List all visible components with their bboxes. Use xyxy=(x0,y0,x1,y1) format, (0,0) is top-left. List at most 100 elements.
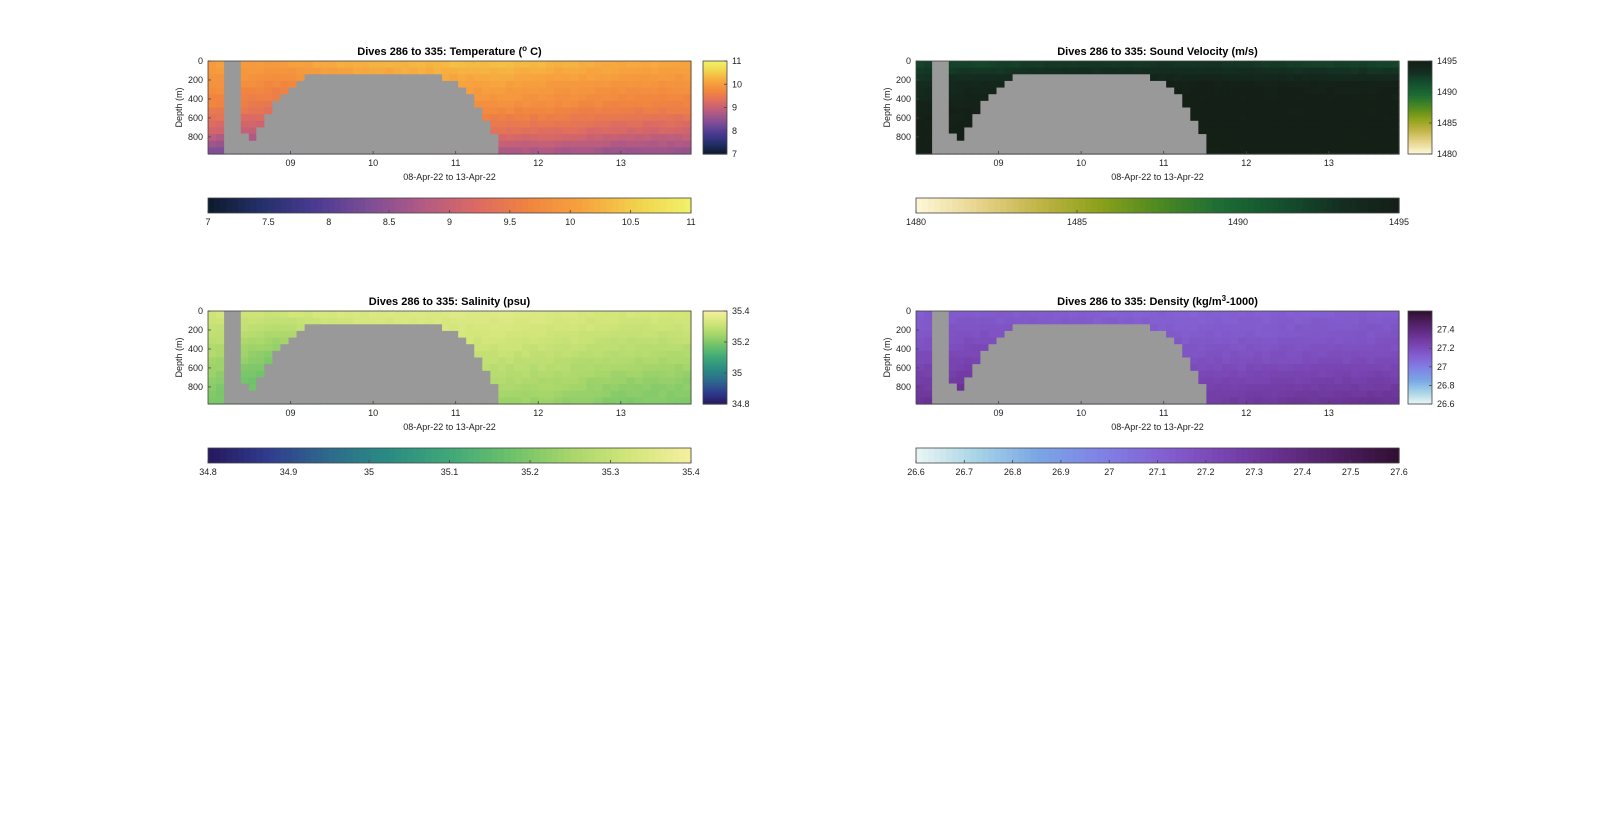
heatmap-cell xyxy=(1254,87,1263,95)
missing-data-cell xyxy=(433,324,443,405)
heatmap-cell xyxy=(578,127,587,135)
missing-data-cell xyxy=(1181,357,1191,405)
heatmap-cell xyxy=(916,94,925,102)
heatmap-cell xyxy=(449,74,459,82)
colorbar-swatch xyxy=(1248,198,1255,213)
colorbar-swatch xyxy=(389,448,396,463)
heatmap-cell xyxy=(1310,61,1320,69)
colorbar-swatch xyxy=(1085,448,1092,463)
heatmap-cell xyxy=(256,311,265,319)
heatmap-cell xyxy=(634,397,644,405)
heatmap-cell xyxy=(1278,74,1287,82)
heatmap-cell xyxy=(465,61,475,69)
heatmap-cell xyxy=(1278,397,1287,405)
colorbar-swatch xyxy=(703,350,727,354)
heatmap-cell xyxy=(1213,311,1223,319)
heatmap-cell xyxy=(1374,370,1384,379)
colorbar-tick-label: 1480 xyxy=(1437,149,1457,159)
heatmap-cell xyxy=(505,94,515,102)
heatmap-cell xyxy=(264,100,273,109)
colorbar-swatch xyxy=(383,448,390,463)
heatmap-cell xyxy=(328,67,338,75)
heatmap-cell xyxy=(610,120,620,129)
heatmap-cell xyxy=(1390,317,1400,325)
heatmap-cell xyxy=(650,74,660,82)
heatmap-cell xyxy=(570,324,579,332)
colorbar-swatch xyxy=(582,448,589,463)
heatmap-cell xyxy=(980,311,990,319)
heatmap-cell xyxy=(562,94,571,102)
heatmap-cell xyxy=(1004,61,1014,69)
heatmap-cell xyxy=(1334,350,1344,359)
heatmap-cell xyxy=(658,87,668,95)
colorbar-swatch xyxy=(678,198,686,213)
heatmap-cell xyxy=(1382,107,1392,115)
heatmap-cell xyxy=(264,107,273,115)
colorbar-swatch xyxy=(636,198,644,213)
heatmap-cell xyxy=(1286,61,1295,69)
heatmap-cell xyxy=(674,74,684,82)
heatmap-cell xyxy=(1294,390,1303,398)
heatmap-cell xyxy=(972,80,981,89)
heatmap-cell xyxy=(240,317,249,325)
colorbar-swatch xyxy=(310,198,318,213)
heatmap-cell xyxy=(1374,134,1384,142)
heatmap-cell xyxy=(1302,87,1312,95)
heatmap-cell xyxy=(1318,311,1328,319)
missing-data-cell xyxy=(1189,120,1199,155)
colorbar-swatch xyxy=(413,448,420,463)
colorbar-swatch xyxy=(467,448,475,463)
colorbar-swatch xyxy=(1115,198,1122,213)
colorbar-swatch xyxy=(703,359,727,363)
heatmap-cell xyxy=(618,61,628,69)
colorbar-swatch xyxy=(274,448,282,463)
colorbar-swatch xyxy=(1386,448,1394,463)
heatmap-cell xyxy=(248,114,257,122)
heatmap-cell xyxy=(1068,61,1078,69)
heatmap-cell xyxy=(216,87,225,95)
heatmap-cell xyxy=(562,107,571,115)
colorbar-swatch xyxy=(703,355,727,359)
colorbar-tick-label: 11 xyxy=(732,56,741,66)
heatmap-cell xyxy=(1350,107,1360,115)
colorbar-tick-label: 26.7 xyxy=(956,467,974,477)
colorbar-swatch xyxy=(298,198,306,213)
colorbar-swatch xyxy=(1169,448,1177,463)
heatmap-cell xyxy=(417,311,426,319)
heatmap-cell xyxy=(1390,87,1400,95)
heatmap-cell xyxy=(594,107,604,115)
missing-data-cell xyxy=(1189,370,1199,405)
missing-data-mask xyxy=(224,311,499,405)
colorbar-swatch xyxy=(334,448,342,463)
colorbar-swatch xyxy=(1278,448,1285,463)
heatmap-cell xyxy=(1382,67,1392,75)
heatmap-cell xyxy=(666,370,676,379)
heatmap-cell xyxy=(1125,67,1134,75)
heatmap-cell xyxy=(916,61,925,69)
heatmap-cell xyxy=(240,80,249,89)
heatmap-cell xyxy=(1342,384,1352,392)
heatmap-cell xyxy=(216,140,225,148)
heatmap-cell xyxy=(216,364,225,372)
heatmap-cell xyxy=(642,364,652,372)
colorbar-swatch xyxy=(576,448,583,463)
heatmap-cell xyxy=(650,140,660,148)
heatmap-cell xyxy=(1205,350,1215,359)
heatmap-cell xyxy=(1334,324,1344,332)
heatmap-cell xyxy=(1358,311,1368,319)
colorbar-swatch xyxy=(703,67,727,71)
heatmap-cell xyxy=(538,357,547,365)
heatmap-cell xyxy=(626,324,636,332)
missing-data-cell xyxy=(441,80,451,155)
heatmap-cell xyxy=(1390,397,1400,405)
heatmap-cell xyxy=(626,140,636,148)
heatmap-cell xyxy=(280,74,290,82)
heatmap-cell xyxy=(1302,357,1312,365)
heatmap-cell xyxy=(1342,134,1352,142)
heatmap-cell xyxy=(682,370,692,379)
colorbar-swatch xyxy=(703,116,727,120)
heatmap-cell xyxy=(256,357,265,365)
colorbar-swatch xyxy=(1408,385,1432,389)
heatmap-cell xyxy=(1294,147,1303,155)
